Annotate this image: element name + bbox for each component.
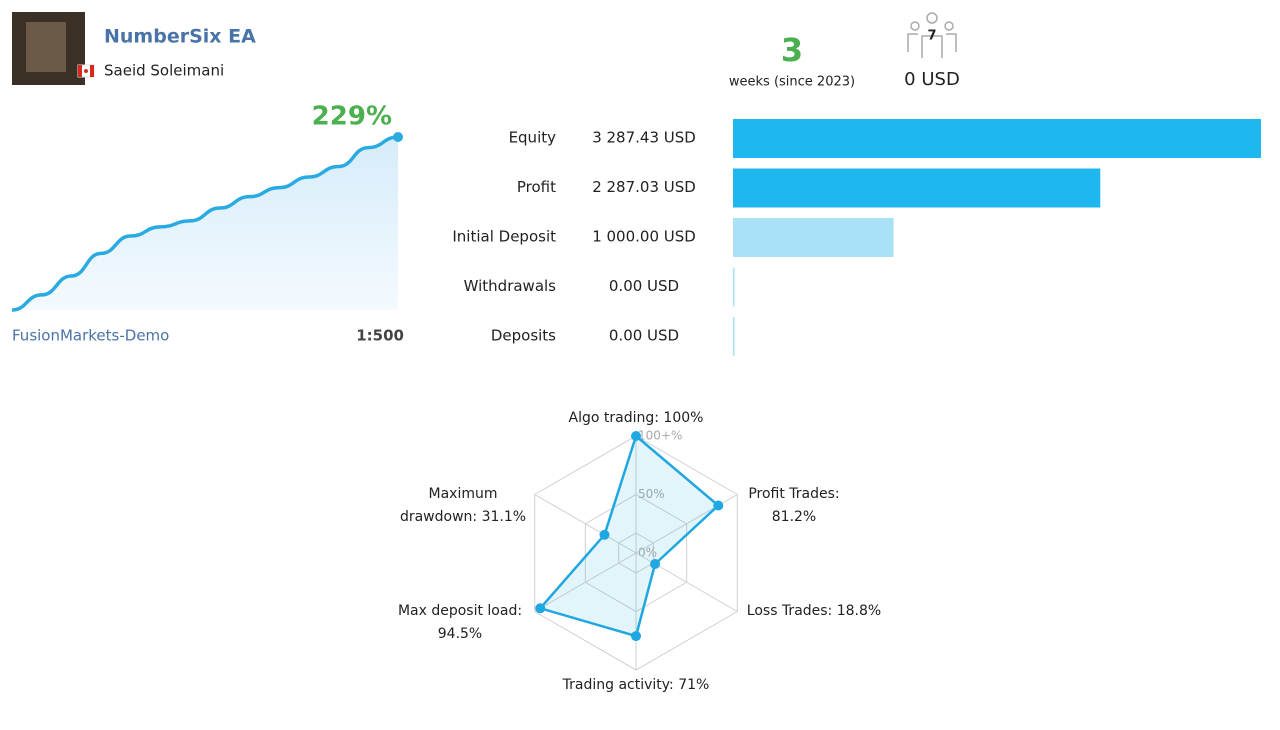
growth-area [12, 137, 398, 310]
radar-point [599, 529, 610, 540]
bar-value-label: 3 287.43 USD [592, 129, 696, 147]
bar [733, 119, 1261, 158]
bar-value-label: 1 000.00 USD [592, 228, 696, 246]
bar-value-label: 0.00 USD [609, 277, 679, 295]
product-title[interactable]: NumberSix EA [104, 26, 256, 48]
bar-category: Profit [517, 178, 556, 196]
growth-end-dot [393, 132, 403, 142]
radar-label: 94.5% [438, 626, 482, 642]
subscription-cost: 0 USD [904, 69, 960, 90]
radar-label: 81.2% [772, 509, 816, 525]
bar [733, 317, 735, 356]
radar-point [631, 431, 641, 441]
radar-label: Profit Trades: [748, 486, 839, 502]
bar-category: Deposits [491, 327, 556, 345]
radar-point [713, 500, 724, 511]
radar-point [535, 603, 546, 614]
radar-label: Loss Trades: 18.8% [747, 603, 881, 619]
subscribers-icon [907, 12, 957, 58]
radar-tick-label: 50% [638, 487, 665, 501]
bar-category: Initial Deposit [452, 228, 556, 246]
server[interactable]: FusionMarkets-Demo [12, 327, 169, 345]
growth-line [11, 135, 399, 312]
bar [733, 218, 894, 257]
radar-label: Trading activity: 71% [562, 677, 710, 693]
bar-category: Equity [509, 129, 557, 147]
radar-label: drawdown: 31.1% [400, 509, 526, 525]
flag [77, 64, 95, 78]
author[interactable]: Saeid Soleimani [104, 62, 224, 80]
radar-tick-label: 100+% [638, 429, 682, 443]
weeks-label: weeks (since 2023) [729, 75, 855, 90]
bar-value-label: 2 287.03 USD [592, 178, 696, 196]
bar-category: Withdrawals [464, 277, 557, 295]
radar-label: Max deposit load: [398, 603, 522, 619]
radar-spoke [534, 494, 637, 554]
radar-point [631, 631, 641, 642]
subscribers: 7 [927, 29, 936, 44]
radar-point [650, 558, 661, 569]
radar-label: Algo trading: 100% [569, 410, 704, 426]
weeks: 3 [781, 31, 803, 69]
radar-shape [538, 433, 721, 638]
bar [733, 168, 1101, 208]
growth-label: 229% [312, 102, 392, 132]
avatar-art [26, 22, 66, 72]
radar-label: Maximum [429, 486, 498, 502]
leverage: 1:500 [356, 327, 404, 345]
bar [733, 267, 735, 307]
bar-value-label: 0.00 USD [609, 327, 679, 345]
radar-spoke [534, 552, 637, 612]
